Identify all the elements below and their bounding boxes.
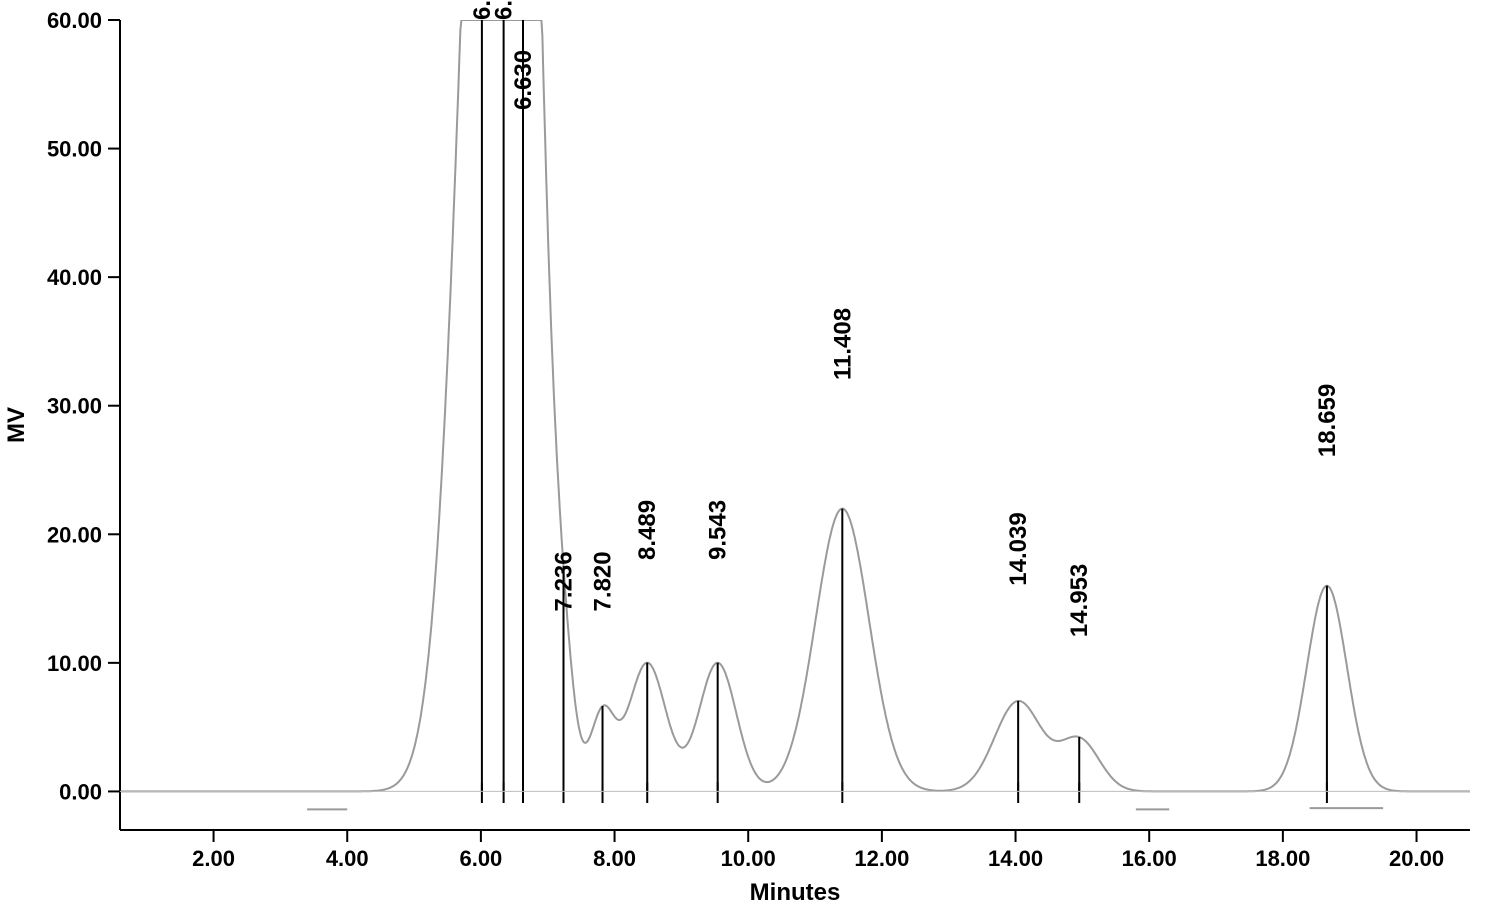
x-tick-label: 10.00	[721, 846, 776, 871]
peak-label: 8.489	[634, 500, 661, 560]
x-tick-label: 6.00	[459, 846, 502, 871]
x-axis-title: Minutes	[750, 879, 841, 906]
y-tick-label: 20.00	[47, 522, 102, 547]
x-tick-label: 12.00	[854, 846, 909, 871]
y-tick-label: 0.00	[59, 779, 102, 804]
peak-label: 7.820	[590, 551, 617, 611]
y-tick-label: 60.00	[47, 8, 102, 33]
peak-label: 11.408	[829, 308, 856, 380]
x-tick-label: 8.00	[593, 846, 636, 871]
y-tick-label: 40.00	[47, 265, 102, 290]
peak-label: 14.039	[1005, 512, 1032, 585]
x-tick-label: 4.00	[326, 846, 369, 871]
peak-label: 9.543	[705, 500, 732, 560]
y-tick-label: 10.00	[47, 651, 102, 676]
peak-label: 6.340	[491, 0, 518, 20]
x-tick-label: 2.00	[192, 846, 235, 871]
peak-label: 14.953	[1066, 564, 1093, 637]
chromatogram-trace	[120, 20, 1470, 791]
x-tick-label: 14.00	[988, 846, 1043, 871]
chromatogram-chart: 6.0156.3406.6307.2367.8208.4899.54311.40…	[0, 0, 1506, 913]
chart-svg: 6.0156.3406.6307.2367.8208.4899.54311.40…	[0, 0, 1506, 913]
peak-label: 6.630	[510, 50, 537, 110]
y-axis-title: MV	[3, 407, 30, 443]
y-tick-label: 50.00	[47, 137, 102, 162]
x-tick-label: 20.00	[1389, 846, 1444, 871]
y-tick-label: 30.00	[47, 394, 102, 419]
peak-label: 18.659	[1314, 384, 1341, 457]
x-tick-label: 18.00	[1255, 846, 1310, 871]
x-tick-label: 16.00	[1122, 846, 1177, 871]
peak-label: 7.236	[550, 551, 577, 611]
